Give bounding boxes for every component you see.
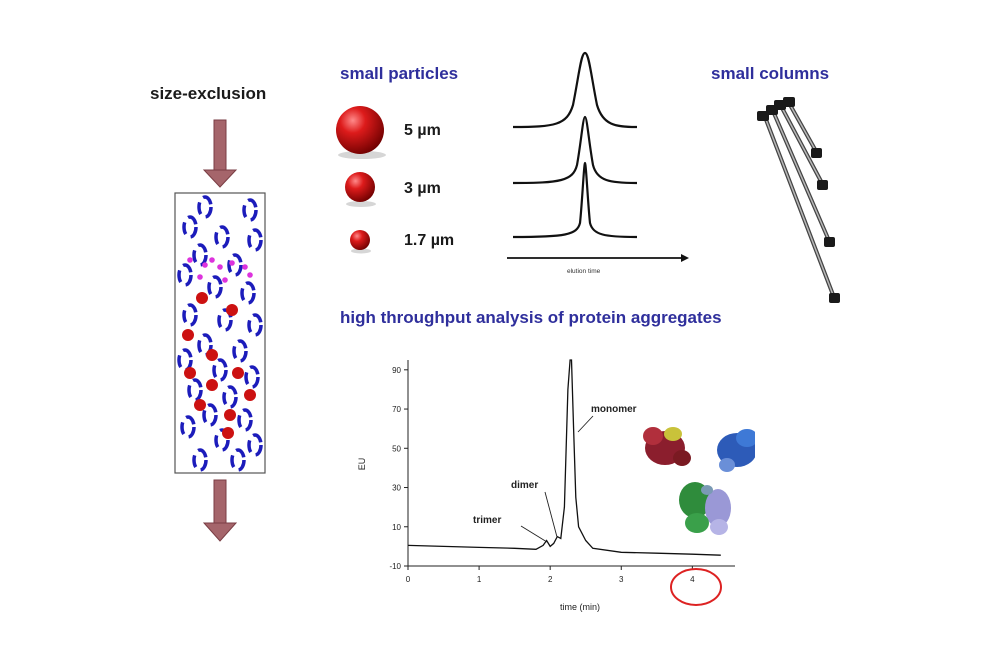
pore-ellipse	[227, 253, 243, 277]
large-particle	[226, 304, 238, 316]
y-tick-label: 10	[392, 523, 401, 532]
small-particle	[187, 257, 193, 263]
pore-ellipse	[232, 339, 248, 363]
large-particle	[224, 409, 236, 421]
peak-3um	[512, 115, 638, 185]
large-particle	[206, 379, 218, 391]
pore-ellipse	[197, 333, 213, 357]
pore-ellipse	[187, 378, 203, 402]
highlight-circle	[670, 568, 722, 606]
y-tick-label: 70	[392, 405, 401, 414]
flow-arrow-bottom	[202, 479, 238, 542]
pore-ellipse	[247, 433, 263, 457]
pore-ellipse	[212, 358, 228, 382]
particle-spheres	[336, 106, 386, 254]
chart-title: high throughput analysis of protein aggr…	[340, 308, 722, 327]
pore-ellipse	[247, 228, 263, 252]
pore-ellipse	[217, 308, 233, 332]
pore-ellipse	[242, 198, 258, 222]
peak-1-7um	[512, 161, 638, 239]
pore-ellipse	[192, 243, 208, 267]
pore-ellipse	[214, 225, 230, 249]
pore-ellipse	[177, 348, 193, 372]
series-line	[407, 359, 721, 556]
large-particle	[232, 367, 244, 379]
x-ticks: 0 1 2 3 4	[406, 566, 695, 584]
small-particle	[247, 272, 253, 278]
column-particles	[177, 195, 263, 472]
elution-axis-label: elution time	[567, 268, 601, 275]
pore-ellipse	[244, 365, 260, 389]
pore-ellipse	[222, 385, 238, 409]
flow-arrow-top	[202, 119, 238, 188]
peak-5um	[512, 51, 638, 129]
chromatogram-chart: -10 10 30 50 70 90 0 1 2 3 4 EU time (min) trimer…	[357, 359, 755, 612]
pore-ellipse	[192, 448, 208, 472]
y-tick-label: -10	[389, 562, 401, 571]
pore-ellipse	[230, 448, 246, 472]
size-exclusion-title: size-exclusion	[150, 84, 267, 103]
x-tick-label: 3	[619, 575, 624, 584]
annotation-trimer: trimer	[473, 515, 501, 526]
small-columns-title: small columns	[711, 64, 830, 83]
pore-ellipse	[180, 415, 196, 439]
pore-ellipse	[177, 263, 193, 287]
x-tick-label: 2	[548, 575, 553, 584]
small-particle	[197, 274, 203, 280]
small-particle	[229, 260, 235, 266]
y-ticks: -10 10 30 50 70 90	[389, 366, 408, 571]
y-axis-label: EU	[357, 458, 367, 471]
large-particle	[244, 389, 256, 401]
sphere-5um	[336, 106, 384, 154]
x-tick-label: 0	[406, 575, 411, 584]
pore-ellipse	[240, 281, 256, 305]
sphere-1-7um	[350, 230, 370, 250]
size-label-1-7um: 1.7 µm	[404, 232, 455, 249]
small-particle	[242, 264, 248, 270]
large-particle	[194, 399, 206, 411]
large-particle	[184, 367, 196, 379]
pore-ellipse	[202, 403, 218, 427]
size-label-3um: 3 µm	[404, 180, 441, 197]
pore-ellipse	[182, 303, 198, 327]
small-particles-title: small particles	[340, 64, 459, 83]
pore-ellipse	[197, 195, 213, 219]
large-particle	[206, 349, 218, 361]
antibody-structure-image	[643, 427, 755, 535]
sphere-3um	[345, 172, 375, 202]
size-exclusion-column-diagram	[174, 119, 266, 542]
y-tick-label: 30	[392, 484, 401, 493]
y-tick-label: 90	[392, 366, 401, 375]
x-axis-label: time (min)	[560, 602, 600, 612]
small-particle	[217, 264, 223, 270]
pore-ellipse	[182, 215, 198, 239]
x-tick-label: 4	[690, 575, 695, 584]
small-particle	[202, 262, 208, 268]
pore-ellipse	[247, 313, 263, 337]
size-label-5um: 5 µm	[404, 122, 441, 139]
large-particle	[222, 427, 234, 439]
elution-peaks-diagram: elution time	[507, 51, 689, 275]
large-particle	[196, 292, 208, 304]
x-tick-label: 1	[477, 575, 482, 584]
annotation-monomer: monomer	[591, 404, 637, 415]
pore-ellipse	[214, 428, 230, 452]
large-particle	[182, 329, 194, 341]
pore-ellipse	[207, 275, 223, 299]
pore-ellipse	[237, 408, 253, 432]
small-particle	[222, 277, 228, 283]
annotation-dimer: dimer	[511, 480, 538, 491]
small-columns-image	[757, 97, 840, 303]
y-tick-label: 50	[392, 444, 401, 453]
small-particle	[209, 257, 215, 263]
